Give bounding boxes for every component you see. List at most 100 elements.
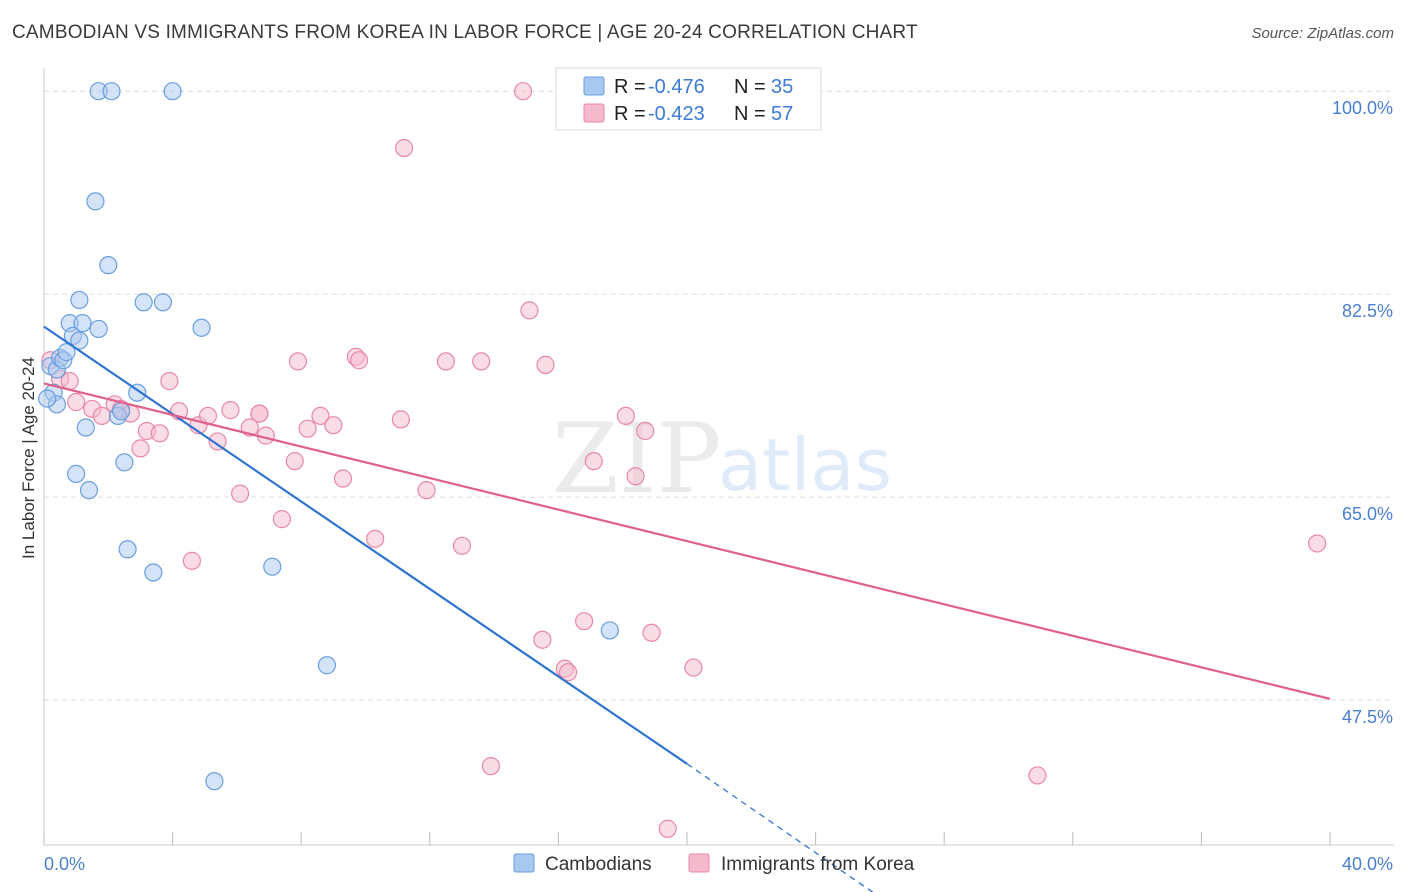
legend-r-label-2: R = bbox=[614, 103, 646, 125]
data-point bbox=[221, 401, 240, 420]
trend-line-korea bbox=[43, 382, 1331, 700]
legend-r-label-1: R = bbox=[614, 76, 646, 98]
chart-source: Source: ZipAtlas.com bbox=[1251, 25, 1394, 42]
data-point bbox=[349, 351, 369, 370]
x-ticks bbox=[43, 832, 1331, 845]
data-point bbox=[272, 510, 292, 529]
data-point bbox=[112, 402, 131, 421]
data-point bbox=[67, 464, 86, 483]
data-point bbox=[205, 772, 224, 791]
y-tick-label: 47.5% bbox=[1342, 707, 1393, 727]
data-point bbox=[70, 290, 89, 310]
data-point bbox=[600, 621, 619, 640]
x-tick-label-max: 40.0% bbox=[1342, 854, 1393, 874]
data-point bbox=[182, 551, 201, 570]
data-point bbox=[436, 352, 455, 371]
data-point bbox=[57, 343, 76, 362]
data-point bbox=[536, 355, 555, 374]
x-tick-label-min: 0.0% bbox=[44, 854, 85, 874]
data-point bbox=[1308, 534, 1327, 553]
watermark: ZIP atlas bbox=[552, 403, 892, 515]
data-point bbox=[684, 658, 703, 677]
data-point bbox=[1028, 766, 1047, 785]
data-point bbox=[128, 383, 147, 402]
data-point bbox=[285, 452, 304, 471]
data-point bbox=[288, 352, 308, 371]
data-point bbox=[160, 372, 179, 391]
legend-n-value-2: 57 bbox=[771, 103, 793, 125]
data-point bbox=[333, 469, 353, 488]
stats-legend: R = -0.476 N = 35 R = -0.423 N = 57 bbox=[555, 67, 822, 131]
data-point bbox=[417, 481, 436, 500]
data-point bbox=[533, 630, 552, 649]
legend-swatch-korea bbox=[583, 103, 605, 123]
trend-line-cambodians bbox=[43, 325, 688, 765]
data-point bbox=[311, 406, 330, 426]
data-point bbox=[263, 557, 282, 576]
data-point bbox=[73, 314, 92, 333]
legend-n-value-1: 35 bbox=[771, 76, 793, 98]
series-cambodians bbox=[38, 82, 619, 791]
data-point bbox=[231, 484, 250, 503]
data-point bbox=[584, 452, 603, 471]
data-point bbox=[298, 419, 317, 438]
data-point bbox=[558, 663, 578, 682]
legend-r-value-1: -0.476 bbox=[648, 76, 705, 98]
data-point bbox=[317, 656, 337, 675]
data-point bbox=[575, 612, 594, 631]
legend-n-label-2: N = bbox=[734, 103, 766, 125]
data-point bbox=[366, 529, 385, 548]
watermark-atlas: atlas bbox=[718, 423, 892, 507]
data-point bbox=[626, 467, 645, 486]
y-tick-labels: 47.5% 65.0% 82.5% 100.0% bbox=[1332, 98, 1393, 727]
data-point bbox=[192, 318, 211, 337]
data-point bbox=[99, 256, 118, 275]
data-point bbox=[115, 453, 134, 472]
y-tick-label: 65.0% bbox=[1342, 504, 1393, 524]
data-point bbox=[658, 819, 677, 838]
data-point bbox=[150, 424, 169, 443]
data-point bbox=[38, 389, 57, 408]
watermark-zip: ZIP bbox=[552, 403, 721, 515]
y-tick-label: 82.5% bbox=[1342, 301, 1393, 321]
chart-title: CAMBODIAN VS IMMIGRANTS FROM KOREA IN LA… bbox=[12, 22, 918, 43]
data-point bbox=[616, 406, 636, 426]
bottom-legend-swatch-korea bbox=[688, 853, 710, 873]
y-axis-label: In Labor Force | Age 20-24 bbox=[19, 357, 38, 559]
legend-r-value-2: -0.423 bbox=[648, 103, 705, 125]
legend-swatch-cambodians bbox=[583, 76, 605, 96]
data-point bbox=[513, 82, 533, 101]
data-point bbox=[163, 82, 182, 101]
data-point bbox=[118, 540, 137, 559]
bottom-legend-label-cambodians: Cambodians bbox=[545, 854, 652, 875]
data-point bbox=[452, 536, 472, 555]
gridlines bbox=[44, 90, 1394, 701]
data-point bbox=[636, 421, 655, 441]
data-point bbox=[131, 439, 150, 458]
data-point bbox=[102, 82, 121, 101]
data-point bbox=[520, 301, 539, 320]
data-point bbox=[250, 404, 269, 423]
data-point bbox=[394, 138, 414, 158]
bottom-legend-swatch-cambodians bbox=[513, 853, 535, 873]
data-point bbox=[67, 392, 86, 412]
data-point bbox=[324, 416, 343, 435]
data-point bbox=[70, 331, 89, 350]
data-point bbox=[642, 623, 661, 642]
data-point bbox=[472, 352, 491, 371]
legend-n-label-1: N = bbox=[734, 76, 766, 98]
bottom-legend: Cambodians Immigrants from Korea bbox=[513, 853, 915, 875]
data-point bbox=[481, 757, 500, 776]
data-point bbox=[76, 418, 95, 437]
data-point bbox=[144, 563, 163, 582]
data-point bbox=[153, 293, 173, 312]
data-point bbox=[134, 293, 153, 312]
data-point bbox=[89, 319, 108, 339]
data-point bbox=[79, 481, 99, 500]
data-point bbox=[208, 432, 227, 451]
data-point bbox=[86, 192, 105, 211]
trend-lines bbox=[43, 325, 1331, 892]
y-tick-label: 100.0% bbox=[1332, 98, 1393, 118]
data-point bbox=[391, 410, 410, 429]
